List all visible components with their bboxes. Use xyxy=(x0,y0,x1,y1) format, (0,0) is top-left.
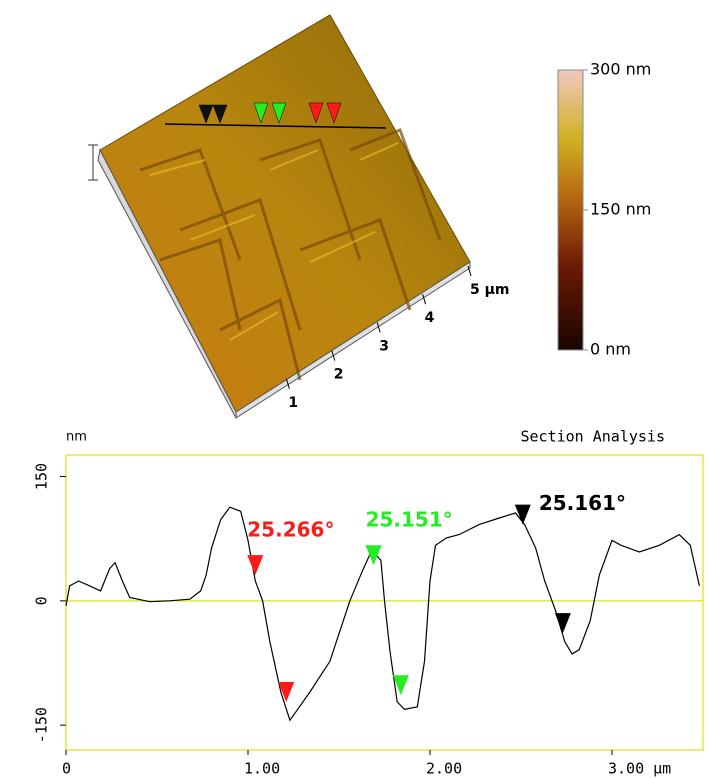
angle-label: 25.266° xyxy=(247,518,334,542)
colorbar-label: 150 nm xyxy=(590,200,651,219)
x-tick-label: 3.00 µm xyxy=(608,760,671,778)
x-tick-label: 4 xyxy=(425,310,435,326)
angle-label: 25.151° xyxy=(366,508,453,532)
angle-label: 25.161° xyxy=(539,491,626,515)
x-tick-label: 0 xyxy=(62,760,71,778)
page: nm Section Analysis 1 2 3 4 5 µm 300 nm 150 nm… xyxy=(0,0,708,780)
x-tick-label: 1 xyxy=(288,395,298,411)
angle-marker xyxy=(366,545,382,565)
x-tick-label: 2.00 xyxy=(426,760,462,778)
y-tick-label: -150 xyxy=(33,707,51,743)
figure: nm Section Analysis 1 2 3 4 5 µm 300 nm 150 nm… xyxy=(0,0,708,780)
colorbar xyxy=(558,70,583,350)
chart-title: Section Analysis xyxy=(521,428,666,446)
x-tick-label: 2 xyxy=(334,367,344,383)
colorbar-label: 300 nm xyxy=(590,60,651,79)
angle-marker xyxy=(247,555,263,575)
x-tick-label: 3 xyxy=(379,338,389,354)
angle-marker xyxy=(555,613,571,633)
y-tick-label: 0 xyxy=(33,596,51,605)
y-tick-label: 150 xyxy=(33,463,51,490)
colorbar-label: 0 nm xyxy=(590,340,631,359)
y-unit: nm xyxy=(66,430,87,445)
x-tick-label: 1.00 xyxy=(244,760,280,778)
x-tick-label: 5 µm xyxy=(470,282,510,298)
surface-image xyxy=(88,15,470,418)
profile-line xyxy=(66,507,699,720)
